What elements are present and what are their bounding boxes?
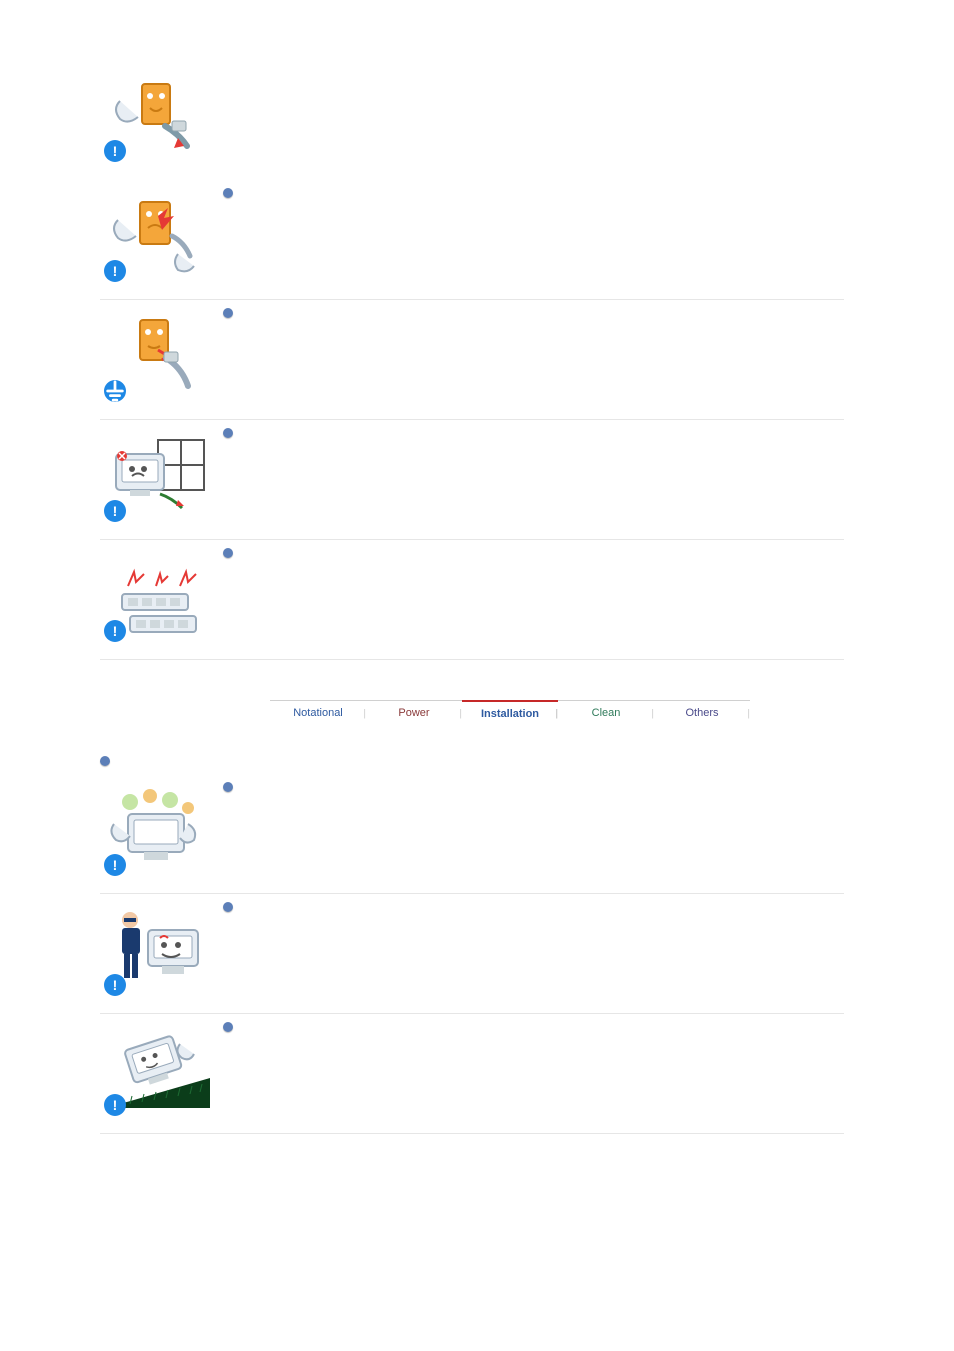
bullet-icon bbox=[223, 308, 233, 318]
tab-others[interactable]: Others| bbox=[654, 700, 750, 726]
item-body: Do not touch the power plug with wet han… bbox=[223, 186, 844, 212]
illustration-tilt-surface: ! bbox=[100, 1020, 215, 1120]
item-body: Do not excessively bend the plug and wir… bbox=[223, 426, 844, 452]
warning-icon: ! bbox=[104, 974, 126, 996]
item-text: Place the monitor on a flat and stable s… bbox=[251, 1045, 844, 1046]
safety-item: ! Place the monitor on a flat and stable… bbox=[100, 1014, 844, 1134]
tab-power[interactable]: Power| bbox=[366, 700, 462, 726]
bullet-icon bbox=[223, 902, 233, 912]
item-body: Do not connect too many extension cords … bbox=[223, 546, 844, 572]
tab-clean[interactable]: Clean| bbox=[558, 700, 654, 726]
safety-item: ! Do not touch the power plug with wet h… bbox=[100, 180, 844, 300]
item-text: Do not drop the monitor when moving it. … bbox=[251, 925, 844, 926]
bullet-icon bbox=[100, 756, 110, 766]
section-heading bbox=[100, 756, 844, 766]
item-body: Put your monitor in a location with low … bbox=[223, 780, 844, 806]
safety-item: ! Put your monitor in a location with lo… bbox=[100, 774, 844, 894]
tab-label: Installation bbox=[481, 708, 539, 720]
bullet-icon bbox=[223, 1022, 233, 1032]
warning-icon: ! bbox=[104, 260, 126, 282]
safety-item: ! Do not excessively bend the plug and w… bbox=[100, 420, 844, 540]
bullet-icon bbox=[223, 782, 233, 792]
warning-icon: ! bbox=[104, 854, 126, 876]
illustration-monitor-window: ! bbox=[100, 426, 215, 526]
section-tabs: Notational| Power| Installation| Clean| … bbox=[270, 700, 750, 726]
safety-item: Connect only to a properly grounded outl… bbox=[100, 300, 844, 420]
item-text: Do not excessively bend the plug and wir… bbox=[251, 451, 844, 452]
tab-label: Clean bbox=[592, 707, 621, 719]
item-body: Place the monitor on a flat and stable s… bbox=[223, 1020, 844, 1046]
illustration-ground-plug bbox=[100, 306, 215, 406]
tab-label: Others bbox=[685, 707, 718, 719]
tab-label: Notational bbox=[293, 707, 343, 719]
safety-item: ! Do not connect too many extension cord… bbox=[100, 540, 844, 660]
bullet-icon bbox=[223, 548, 233, 558]
item-text: Do not connect too many extension cords … bbox=[251, 571, 844, 572]
illustration-person-carry: ! bbox=[100, 900, 215, 1000]
item-body: Do not drop the monitor when moving it. … bbox=[223, 900, 844, 926]
safety-item: ! Do not drop the monitor when moving it… bbox=[100, 894, 844, 1014]
item-text: Put your monitor in a location with low … bbox=[251, 805, 844, 806]
item-body: Connect only to a properly grounded outl… bbox=[223, 306, 844, 332]
safety-item: ! bbox=[100, 60, 844, 180]
warning-icon: ! bbox=[104, 140, 126, 162]
illustration-gloves-plug: ! bbox=[100, 66, 215, 166]
bullet-icon bbox=[223, 428, 233, 438]
tab-label: Power bbox=[398, 707, 429, 719]
illustration-dusty: ! bbox=[100, 780, 215, 880]
item-text: Connect only to a properly grounded outl… bbox=[251, 331, 844, 332]
tab-notational[interactable]: Notational| bbox=[270, 700, 366, 726]
warning-icon: ! bbox=[104, 1094, 126, 1116]
ground-icon bbox=[104, 380, 126, 402]
item-text: Do not touch the power plug with wet han… bbox=[251, 211, 844, 212]
illustration-power-strip: ! bbox=[100, 546, 215, 646]
illustration-hands-spark: ! bbox=[100, 186, 215, 286]
bullet-icon bbox=[223, 188, 233, 198]
warning-icon: ! bbox=[104, 620, 126, 642]
warning-icon: ! bbox=[104, 500, 126, 522]
item-body bbox=[223, 66, 844, 68]
tab-installation[interactable]: Installation| bbox=[462, 700, 558, 726]
